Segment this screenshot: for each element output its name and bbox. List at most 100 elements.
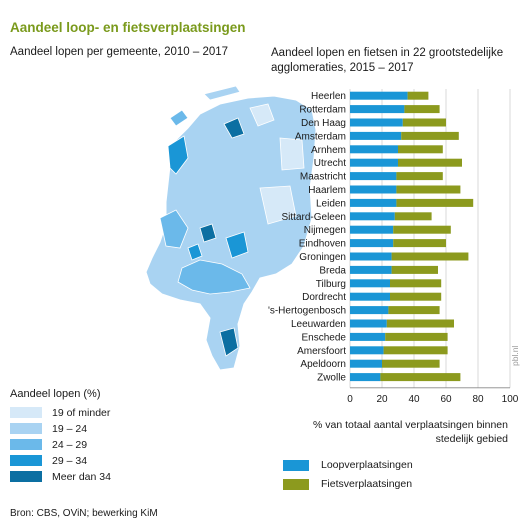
bar-fiets xyxy=(390,279,442,288)
x-tick-label: 20 xyxy=(376,394,388,405)
x-tick-label: 100 xyxy=(502,394,519,405)
map-legend-item: 19 – 24 xyxy=(10,421,111,436)
figure-title: Aandeel loop- en fietsverplaatsingen xyxy=(10,20,246,35)
map-legend-item: Meer dan 34 xyxy=(10,469,111,484)
x-tick-label: 0 xyxy=(347,394,353,405)
bar-chart: 0 20 40 60 80 100 Heerlen Rotterdam Den Haag Amst… xyxy=(268,89,519,405)
x-tick-label: 40 xyxy=(408,394,420,405)
source-note: Bron: CBS, OViN; bewerking KiM xyxy=(10,508,158,519)
legend-swatch xyxy=(10,455,42,466)
category-label: Maastricht xyxy=(300,172,346,183)
bar-loop xyxy=(350,346,384,355)
category-label: Den Haag xyxy=(301,118,346,129)
bar-fiets xyxy=(396,198,474,207)
bar-loop xyxy=(350,105,405,114)
netherlands-map xyxy=(145,85,317,371)
bar-loop xyxy=(350,172,397,181)
bar-fiets xyxy=(391,265,438,274)
bar-fiets xyxy=(398,145,443,154)
category-label: Nijmegen xyxy=(304,225,346,236)
legend-swatch xyxy=(10,471,42,482)
chart-legend-item: Loopverplaatsingen xyxy=(283,458,413,472)
bar-loop xyxy=(350,279,390,288)
bar-loop xyxy=(350,252,392,261)
bar-loop xyxy=(350,198,397,207)
x-axis-label: % van totaal aantal verplaatsingen binne… xyxy=(313,419,508,445)
bar-fiets xyxy=(398,158,462,167)
bar-fiets xyxy=(380,373,461,382)
bar-fiets xyxy=(386,319,454,328)
bar-loop xyxy=(350,359,382,368)
bar-fiets xyxy=(388,306,440,315)
map-legend-item: 19 of minder xyxy=(10,405,111,420)
bar-fiets xyxy=(396,185,461,194)
legend-swatch xyxy=(283,459,309,471)
legend-swatch xyxy=(283,478,309,490)
bar-fiets xyxy=(382,359,440,368)
bar-loop xyxy=(350,212,395,221)
legend-label: 24 – 29 xyxy=(52,438,88,451)
category-label: Zwolle xyxy=(317,373,346,384)
category-label: Enschede xyxy=(302,332,347,343)
category-label: Amersfoort xyxy=(297,346,346,357)
bar-loop xyxy=(350,158,398,167)
category-label: Apeldoorn xyxy=(300,359,346,370)
bar-fiets xyxy=(385,332,448,341)
legend-label: 19 – 24 xyxy=(52,422,88,435)
bar-loop xyxy=(350,225,394,234)
category-label: Haarlem xyxy=(308,185,346,196)
map-legend-item: 29 – 34 xyxy=(10,453,111,468)
bar-fiets xyxy=(383,346,448,355)
bar-loop xyxy=(350,292,390,301)
legend-label: Meer dan 34 xyxy=(52,470,111,483)
legend-label: Loopverplaatsingen xyxy=(321,459,413,471)
bar-fiets xyxy=(390,292,442,301)
bar-loop xyxy=(350,306,389,315)
bar-fiets xyxy=(407,91,429,100)
category-label: Eindhoven xyxy=(299,239,346,250)
bar-loop xyxy=(350,332,386,341)
bar-loop xyxy=(350,185,397,194)
chart-title: Aandeel lopen en fietsen in 22 grootsted… xyxy=(271,47,504,74)
bar-loop xyxy=(350,265,392,274)
bar-fiets xyxy=(394,212,432,221)
category-label: Breda xyxy=(319,265,346,276)
legend-label: Fietsverplaatsingen xyxy=(321,478,413,490)
map-subtitle: Aandeel lopen per gemeente, 2010 – 2017 xyxy=(10,46,229,58)
bar-loop xyxy=(350,239,394,248)
legend-label: 29 – 34 xyxy=(52,454,88,467)
category-label: 's-Hertogenbosch xyxy=(268,306,346,317)
bar-fiets xyxy=(401,131,459,140)
category-label: Tilburg xyxy=(316,279,346,290)
map-legend-title: Aandeel lopen (%) xyxy=(10,388,101,400)
bar-loop xyxy=(350,131,402,140)
category-label: Leiden xyxy=(316,198,346,209)
bar-fiets xyxy=(393,225,451,234)
bar-fiets xyxy=(393,239,446,248)
bar-loop xyxy=(350,319,387,328)
category-label: Groningen xyxy=(299,252,346,263)
bar-fiets xyxy=(391,252,469,261)
bar-fiets xyxy=(396,172,443,181)
category-label: Amsterdam xyxy=(295,131,346,142)
category-label: Dordrecht xyxy=(302,292,346,303)
legend-swatch xyxy=(10,407,42,418)
category-label: Utrecht xyxy=(314,158,346,169)
bar-fiets xyxy=(404,105,440,114)
credit-text: pbl.nl xyxy=(510,345,520,366)
chart-legend-item: Fietsverplaatsingen xyxy=(283,477,413,491)
x-tick-label: 60 xyxy=(440,394,452,405)
legend-swatch xyxy=(10,439,42,450)
bar-loop xyxy=(350,118,403,127)
bar-fiets xyxy=(402,118,446,127)
category-label: Rotterdam xyxy=(299,105,346,116)
bar-loop xyxy=(350,145,398,154)
map-legend: Aandeel lopen (%) 19 of minder 19 – 24 24 … xyxy=(10,388,111,485)
map-legend-item: 24 – 29 xyxy=(10,437,111,452)
x-tick-label: 80 xyxy=(472,394,484,405)
legend-label: 19 of minder xyxy=(52,406,111,419)
category-label: Arnhem xyxy=(311,145,346,156)
chart-legend: Loopverplaatsingen Fietsverplaatsingen xyxy=(283,458,413,496)
category-label: Sittard-Geleen xyxy=(282,212,346,223)
category-label: Leeuwarden xyxy=(291,319,346,330)
